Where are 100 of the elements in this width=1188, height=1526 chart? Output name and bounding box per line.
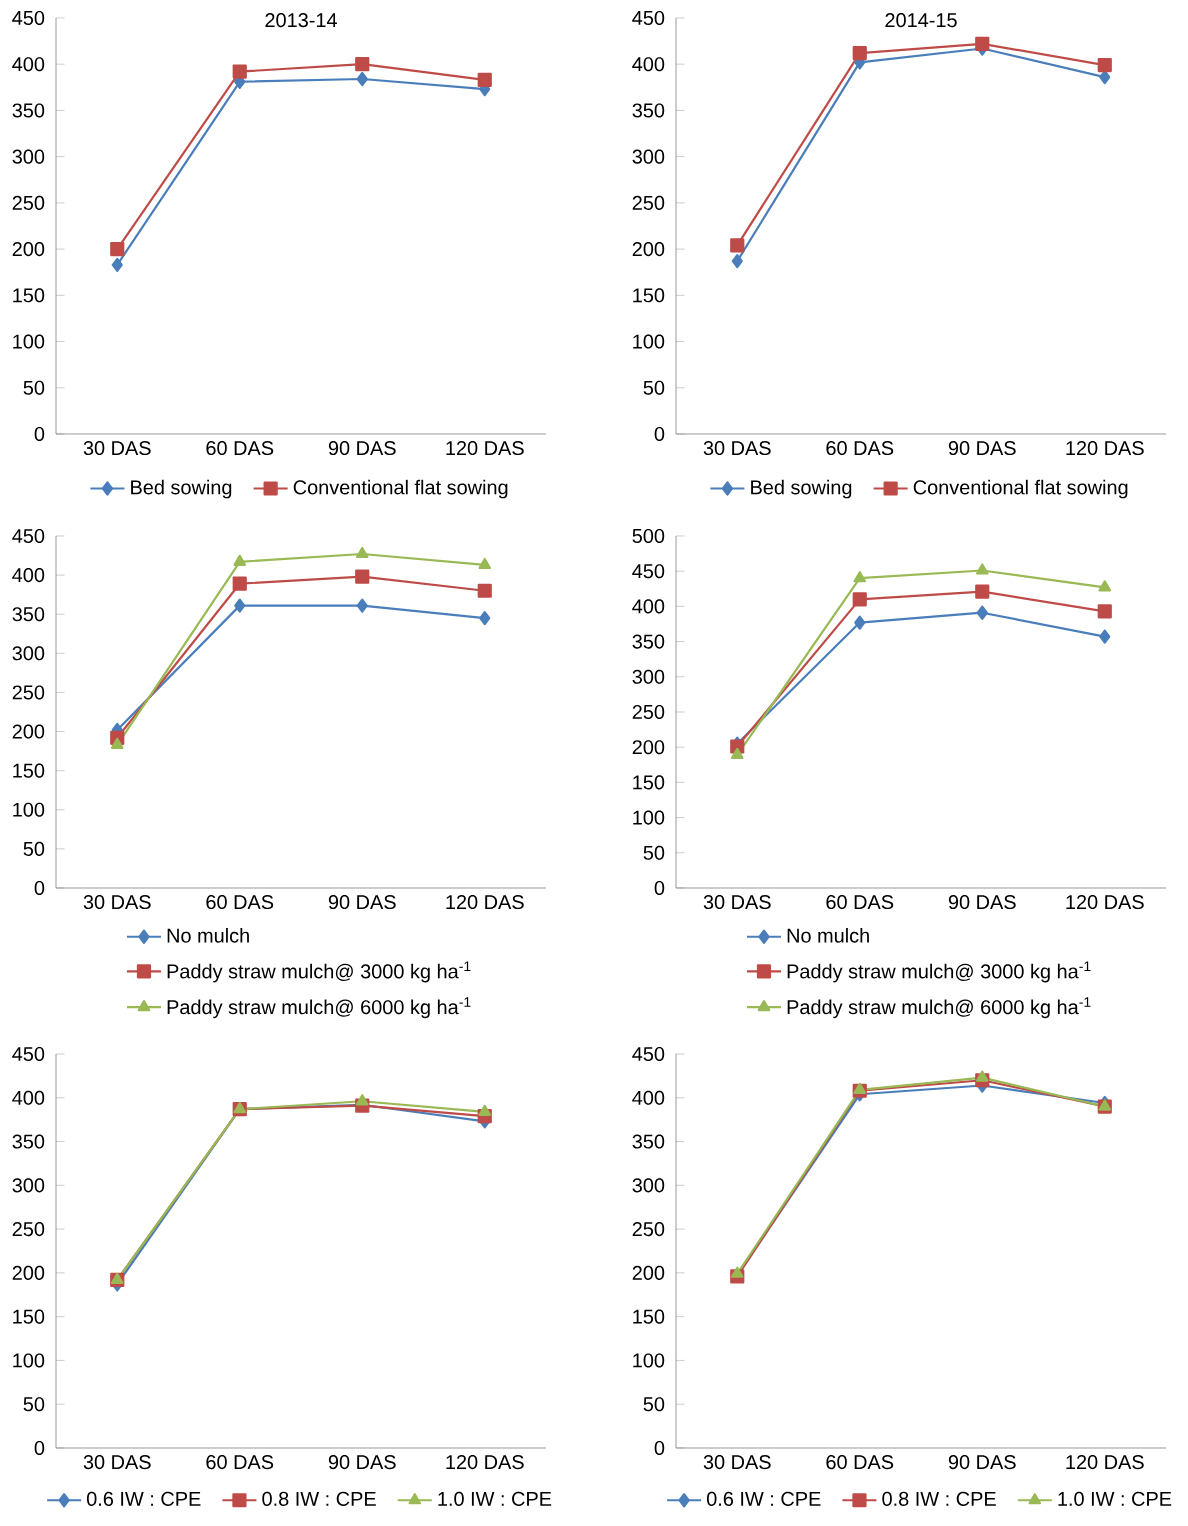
y-tick-label: 200	[12, 1265, 45, 1280]
legend-label: 0.6 IW : CPE	[86, 1491, 201, 1506]
x-tick-label: 120 DAS	[1066, 895, 1144, 910]
y-tick-label: 150	[13, 763, 45, 778]
y-tick-label: 350	[632, 1134, 665, 1149]
y-tick-label: 0	[34, 426, 45, 442]
x-tick-label: 30 DAS	[83, 441, 151, 456]
y-tick-label: 350	[12, 607, 45, 622]
y-tick-label: 0	[34, 1440, 45, 1456]
y-tick-label: 0	[654, 426, 665, 442]
y-tick-label: 350	[632, 634, 665, 649]
y-tick-label: 300	[12, 149, 45, 164]
x-tick-label: 120 DAS	[446, 895, 524, 910]
y-tick-label: 250	[12, 1222, 45, 1237]
y-tick-label: 250	[632, 704, 665, 720]
y-tick-label: 0	[654, 1440, 665, 1456]
y-tick-label: 0	[34, 880, 45, 896]
legend-label: 0.8 IW : CPE	[882, 1491, 996, 1506]
x-tick-label: 60 DAS	[206, 895, 274, 910]
x-tick-label: 30 DAS	[83, 1455, 151, 1470]
y-tick-label: 400	[12, 568, 45, 583]
legend-label: Bed sowing	[131, 479, 232, 499]
y-tick-label: 150	[13, 288, 45, 303]
x-tick-label: 60 DAS	[826, 441, 894, 456]
y-tick-label: 200	[632, 1265, 665, 1280]
y-tick-label: 350	[12, 1134, 45, 1149]
y-tick-label: 50	[23, 380, 45, 395]
legend-label: No mulch	[167, 928, 249, 943]
x-tick-label: 90 DAS	[328, 895, 396, 910]
chart-title: 2013-14	[265, 13, 337, 28]
y-tick-label: 0	[654, 880, 665, 896]
chart-title: 2014-15	[885, 13, 957, 28]
y-tick-label: 300	[12, 646, 45, 661]
y-tick-label: 450	[632, 10, 665, 26]
x-tick-label: 90 DAS	[328, 441, 396, 456]
x-tick-label: 60 DAS	[826, 1455, 894, 1470]
x-tick-label: 90 DAS	[948, 1455, 1016, 1470]
x-tick-label: 30 DAS	[703, 441, 771, 456]
y-tick-label: 200	[632, 740, 665, 755]
y-tick-label: 400	[12, 57, 45, 72]
y-tick-label: 250	[12, 195, 45, 210]
y-tick-label: 100	[13, 334, 45, 349]
y-tick-label: 50	[643, 845, 665, 860]
y-tick-label: 50	[23, 1397, 45, 1412]
legend-label: Paddy straw mulch@ 6000 kg ha$^{-1}$	[787, 997, 1091, 1019]
y-tick-label: 150	[13, 1309, 45, 1324]
legend-label: 0.8 IW : CPE	[262, 1491, 376, 1506]
y-tick-label: 400	[632, 1090, 665, 1105]
y-tick-label: 50	[643, 1397, 665, 1412]
x-tick-label: 90 DAS	[328, 1455, 396, 1470]
y-tick-label: 50	[23, 841, 45, 856]
x-tick-label: 30 DAS	[83, 895, 151, 910]
y-tick-label: 150	[633, 1309, 665, 1324]
legend-label: Paddy straw mulch@ 3000 kg ha$^{-1}$	[787, 961, 1091, 983]
legend-label: Conventional flat sowing	[913, 479, 1128, 499]
y-tick-label: 400	[632, 57, 665, 72]
y-tick-label: 200	[12, 724, 45, 739]
x-tick-label: 120 DAS	[1066, 441, 1144, 456]
y-tick-label: 400	[632, 599, 665, 614]
y-tick-label: 200	[12, 242, 45, 257]
y-tick-label: 300	[632, 149, 665, 164]
y-tick-label: 100	[13, 802, 45, 817]
x-tick-label: 60 DAS	[206, 441, 274, 456]
y-tick-label: 100	[633, 810, 665, 825]
x-tick-label: 120 DAS	[446, 1455, 524, 1470]
y-tick-label: 150	[633, 775, 665, 790]
y-tick-label: 250	[632, 195, 665, 210]
y-tick-label: 250	[632, 1222, 665, 1237]
x-tick-label: 90 DAS	[948, 441, 1016, 456]
legend-label: 1.0 IW : CPE	[438, 1491, 552, 1506]
y-tick-label: 300	[632, 669, 665, 684]
y-tick-label: 450	[632, 1046, 665, 1062]
y-tick-label: 300	[12, 1178, 45, 1193]
legend-label: Bed sowing	[751, 479, 852, 499]
y-tick-label: 100	[13, 1353, 45, 1368]
y-tick-label: 450	[632, 564, 665, 579]
y-tick-label: 350	[12, 103, 45, 118]
x-tick-label: 30 DAS	[703, 895, 771, 910]
y-tick-label: 450	[12, 10, 45, 26]
y-tick-label: 250	[12, 685, 45, 700]
legend-label: No mulch	[787, 928, 869, 943]
y-tick-label: 100	[633, 1353, 665, 1368]
y-tick-label: 450	[12, 1046, 45, 1062]
y-tick-label: 500	[632, 528, 665, 544]
x-tick-label: 120 DAS	[446, 441, 524, 456]
y-tick-label: 350	[632, 103, 665, 118]
legend-label: Paddy straw mulch@ 6000 kg ha$^{-1}$	[167, 997, 471, 1019]
legend-label: Paddy straw mulch@ 3000 kg ha$^{-1}$	[167, 961, 471, 983]
legend-label: 1.0 IW : CPE	[1058, 1491, 1172, 1506]
y-tick-label: 400	[12, 1090, 45, 1105]
x-tick-label: 120 DAS	[1066, 1455, 1144, 1470]
legend-label: 0.6 IW : CPE	[706, 1491, 821, 1506]
legend-label: Conventional flat sowing	[293, 479, 508, 499]
x-tick-label: 30 DAS	[703, 1455, 771, 1470]
y-tick-label: 450	[12, 528, 45, 544]
y-tick-label: 50	[643, 380, 665, 395]
y-tick-label: 300	[632, 1178, 665, 1193]
y-tick-label: 100	[633, 334, 665, 349]
y-tick-label: 200	[632, 242, 665, 257]
y-tick-label: 150	[633, 288, 665, 303]
